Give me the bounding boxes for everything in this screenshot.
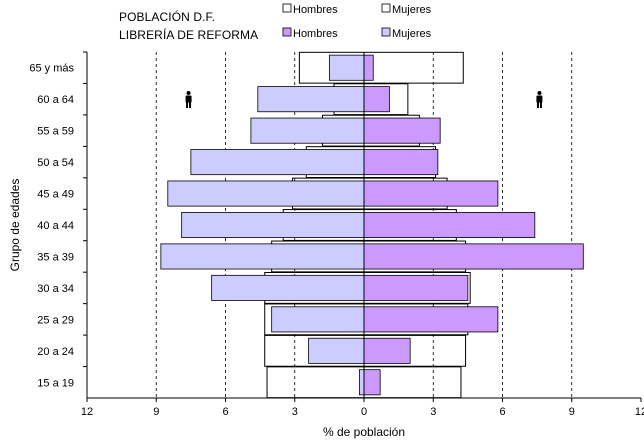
y-tick-label: 20 a 24 xyxy=(37,346,74,358)
icons xyxy=(185,91,543,108)
y-tick-label: 25 a 29 xyxy=(37,314,74,326)
x-tick-label: 9 xyxy=(153,406,159,418)
libreria-hombres-bar xyxy=(257,86,365,113)
x-tick-label: 6 xyxy=(499,406,505,418)
y-tick-label: 35 a 39 xyxy=(37,251,74,263)
icon-body xyxy=(536,95,543,103)
bars xyxy=(160,51,584,399)
y-tick-label: 30 a 34 xyxy=(37,283,74,295)
legend-label: Hombres xyxy=(293,4,338,16)
legend-swatch xyxy=(282,3,292,13)
libreria-hombres-bar xyxy=(328,54,365,81)
libreria-hombres-bar xyxy=(160,243,365,270)
y-tick-label: 55 a 59 xyxy=(37,126,74,138)
legend-label: Mujeres xyxy=(392,4,432,16)
x-tick-label: 3 xyxy=(292,406,298,418)
y-axis-label: Grupo de edades xyxy=(8,179,22,272)
y-tick-label: 60 a 64 xyxy=(37,94,74,106)
legend-swatch xyxy=(282,27,292,37)
libreria-hombres-bar xyxy=(271,306,365,333)
x-tick-label: 9 xyxy=(569,406,575,418)
y-tick-label: 15 a 19 xyxy=(37,377,74,389)
libreria-mujeres-bar xyxy=(363,86,390,113)
libreria-hombres-bar xyxy=(190,149,365,176)
legend-label: Hombres xyxy=(293,28,338,40)
libreria-mujeres-bar xyxy=(363,117,441,144)
libreria-hombres-bar xyxy=(167,180,365,207)
libreria-mujeres-bar xyxy=(363,274,469,301)
icon-body xyxy=(185,95,192,103)
icon-leg xyxy=(539,102,542,108)
icon-leg xyxy=(536,102,539,108)
libreria-mujeres-bar xyxy=(363,243,584,270)
libreria-hombres-bar xyxy=(250,117,365,144)
libreria-mujeres-bar xyxy=(363,180,499,207)
chart-title-line-2: LIBRERÍA DE REFORMA xyxy=(119,27,258,42)
icon-leg xyxy=(189,102,192,108)
male-figure-icon xyxy=(536,91,543,108)
chart-title-line-1: POBLACIÓN D.F. xyxy=(119,9,215,24)
axes xyxy=(83,51,642,402)
male-figure-icon xyxy=(185,91,192,108)
x-tick-label: 6 xyxy=(222,406,228,418)
libreria-mujeres-bar xyxy=(363,54,374,81)
y-tick-label: 40 a 44 xyxy=(37,220,74,232)
x-tick-label: 0 xyxy=(361,406,367,418)
icon-head xyxy=(537,91,542,95)
libreria-mujeres-bar xyxy=(363,149,439,176)
y-tick-label: 50 a 54 xyxy=(37,157,74,169)
x-axis-label: % de población xyxy=(323,425,405,439)
icon-head xyxy=(186,91,191,95)
legend-label: Mujeres xyxy=(392,28,432,40)
x-tick-label: 3 xyxy=(430,406,436,418)
libreria-hombres-bar xyxy=(308,337,365,364)
legend: Hombres Mujeres Hombres Mujeres xyxy=(282,3,432,40)
libreria-mujeres-bar xyxy=(363,337,411,364)
libreria-hombres-bar xyxy=(211,274,365,301)
libreria-hombres-bar xyxy=(358,369,365,396)
y-tick-label: 65 y más xyxy=(29,63,74,75)
x-tick-label: 12 xyxy=(635,406,644,418)
legend-swatch xyxy=(381,3,391,13)
y-tick-label: 45 a 49 xyxy=(37,189,74,201)
legend-swatch xyxy=(381,27,391,37)
libreria-mujeres-bar xyxy=(363,306,499,333)
x-tick-label: 12 xyxy=(81,406,93,418)
libreria-mujeres-bar xyxy=(363,369,381,396)
libreria-mujeres-bar xyxy=(363,212,536,238)
icon-leg xyxy=(186,102,189,108)
tick-labels: 12 9 6 3 0 3 6 9 12 15 a 19 20 a 24 25 a 29 30 a 34 3… xyxy=(29,63,644,418)
libreria-hombres-bar xyxy=(181,212,365,238)
